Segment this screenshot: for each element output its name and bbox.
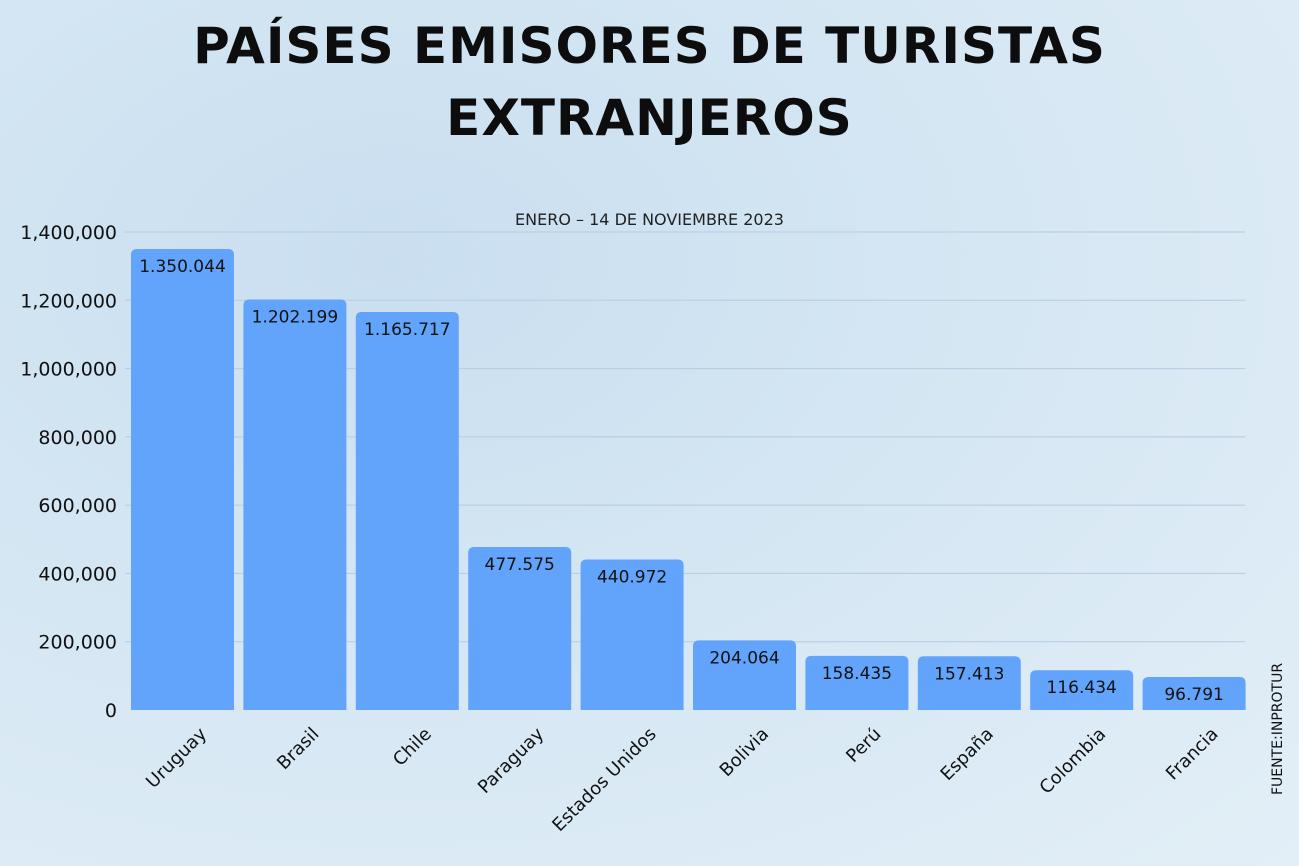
x-tick-label: Brasil [273,724,323,774]
y-tick-label: 600,000 [38,495,117,517]
bar-uruguay [131,249,234,711]
bar-perú [805,655,909,710]
bar-brasil [243,299,347,710]
data-label: 158.435 [822,664,892,684]
bar-chile [355,311,459,710]
bar-francia [1142,676,1246,710]
y-tick-label: 1,200,000 [20,290,117,312]
y-tick-label: 800,000 [38,427,117,449]
y-tick-label: 200,000 [38,632,117,654]
x-tick-label: Paraguay [474,723,549,798]
bar-colombia [1030,670,1134,710]
chart-title: PAÍSES EMISORES DE TURISTAS EXTRANJEROS [193,17,1106,147]
y-tick-label: 400,000 [38,563,117,585]
bar-estados-unidos [580,559,684,710]
x-tick-label: Francia [1162,724,1223,785]
data-label: 96.791 [1164,685,1223,705]
x-tick-label: Perú [842,724,885,767]
y-tick-label: 0 [105,700,117,722]
bar-paraguay [468,546,572,710]
chart-subtitle: ENERO – 14 DE NOVIEMBRE 2023 [515,210,784,229]
data-label: 204.064 [709,648,779,668]
data-label: 1.350.044 [139,257,226,277]
x-tick-label: España [937,724,998,785]
x-tick-label: Bolivia [716,724,773,781]
y-tick-label: 1,400,000 [20,222,117,244]
x-tick-label: Chile [389,724,436,771]
y-tick-label: 1,000,000 [20,359,117,381]
x-tick-label: Uruguay [142,723,211,792]
x-tick-label: Estados Unidos [548,724,660,836]
data-label: 440.972 [597,567,667,587]
data-label: 477.575 [485,555,555,575]
x-tick-label: Colombia [1036,724,1111,799]
data-label: 157.413 [934,664,1004,684]
bar-bolivia [693,640,796,710]
data-label: 1.202.199 [252,308,339,328]
data-label: 116.434 [1047,678,1117,698]
data-label: 1.165.717 [364,320,451,340]
bar-españa [917,656,1021,710]
